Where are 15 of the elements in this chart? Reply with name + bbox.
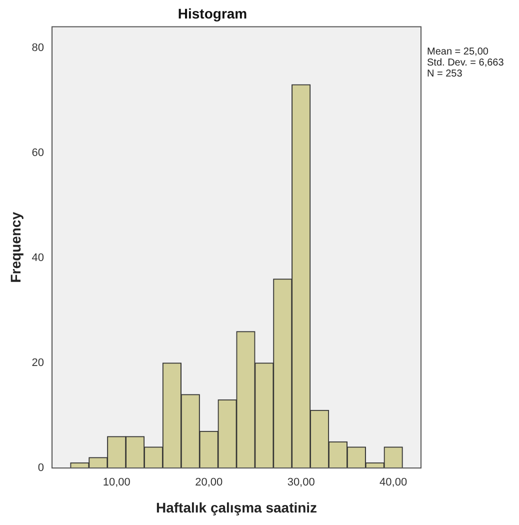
y-tick-label: 0 xyxy=(38,462,44,474)
y-tick-label: 80 xyxy=(32,42,44,54)
chart-title: Histogram xyxy=(178,5,248,22)
y-tick-label: 20 xyxy=(32,356,44,369)
x-axis-title: Haftalık çalışma saatiniz xyxy=(156,499,318,516)
y-tick-label: 40 xyxy=(32,252,44,264)
x-tick-label: 20,00 xyxy=(195,476,223,489)
x-tick-label: 10,00 xyxy=(102,476,130,489)
text: Mean = 25,00 xyxy=(427,46,489,58)
text: Std. Dev. = 6,663 xyxy=(427,58,504,69)
x-tick-label: 30,00 xyxy=(287,476,315,489)
y-axis-title: Frequency xyxy=(7,212,24,283)
x-tick-label: 40,00 xyxy=(380,476,408,489)
text: N = 253 xyxy=(427,68,463,80)
y-tick-label: 60 xyxy=(32,146,44,159)
